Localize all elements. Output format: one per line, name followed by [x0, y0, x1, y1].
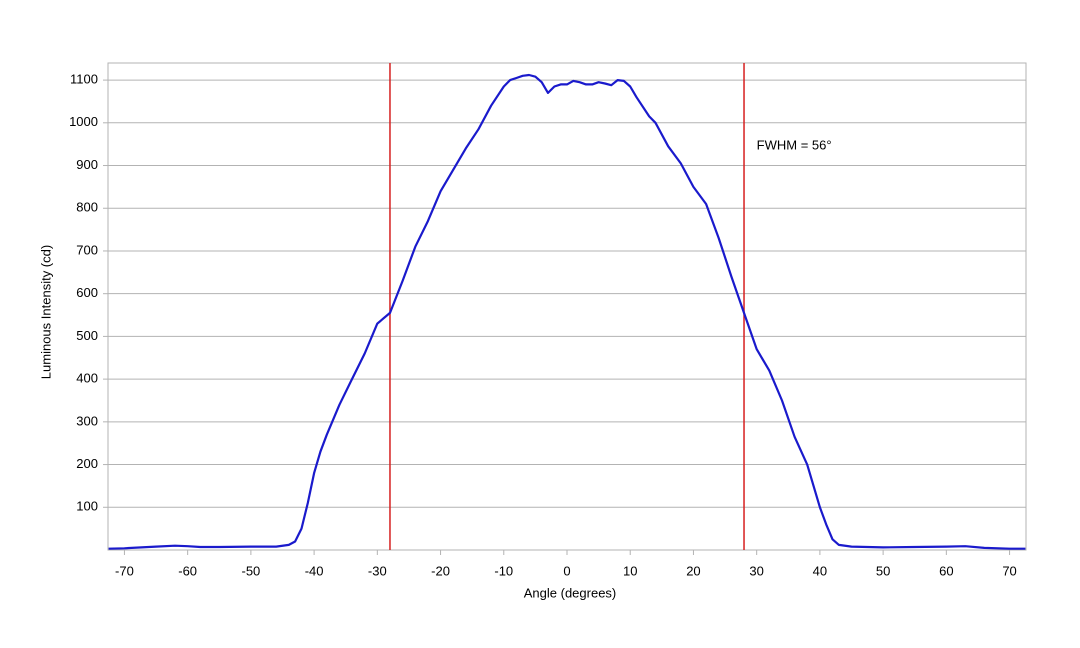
y-tick-label: 900 [76, 157, 98, 172]
data-line [108, 73, 1026, 550]
x-tick-label: 70 [1002, 563, 1016, 578]
x-tick-label: 30 [749, 563, 763, 578]
x-tick-label: 20 [686, 563, 700, 578]
x-tick-label: -20 [431, 563, 450, 578]
y-tick-label: 800 [76, 200, 98, 215]
x-tick-label: 40 [813, 563, 827, 578]
x-tick-label: -60 [178, 563, 197, 578]
y-tick-label: 1000 [69, 114, 98, 129]
x-tick-label: -70 [115, 563, 134, 578]
y-tick-label: 200 [76, 456, 98, 471]
y-tick-label: 600 [76, 285, 98, 300]
x-tick-label: -10 [494, 563, 513, 578]
x-tick-label: -50 [241, 563, 260, 578]
annotation: FWHM = 56° [757, 138, 832, 153]
y-tick-label: 400 [76, 371, 98, 386]
y-tick-label: 500 [76, 328, 98, 343]
x-tick-label: 60 [939, 563, 953, 578]
y-tick-label: 700 [76, 242, 98, 257]
plot-area [107, 62, 1027, 551]
y-tick-label: 1100 [70, 72, 98, 87]
x-tick-label: -30 [368, 563, 387, 578]
y-tick-label: 300 [76, 413, 98, 428]
x-tick-label: 50 [876, 563, 890, 578]
y-axis-title: Luminous Intensity (cd) [38, 245, 53, 379]
x-tick-label: 0 [563, 563, 570, 578]
x-tick-label: -40 [305, 563, 324, 578]
x-tick-label: 10 [623, 563, 637, 578]
x-axis-title: Angle (degrees) [524, 585, 617, 600]
y-tick-label: 100 [76, 499, 98, 514]
